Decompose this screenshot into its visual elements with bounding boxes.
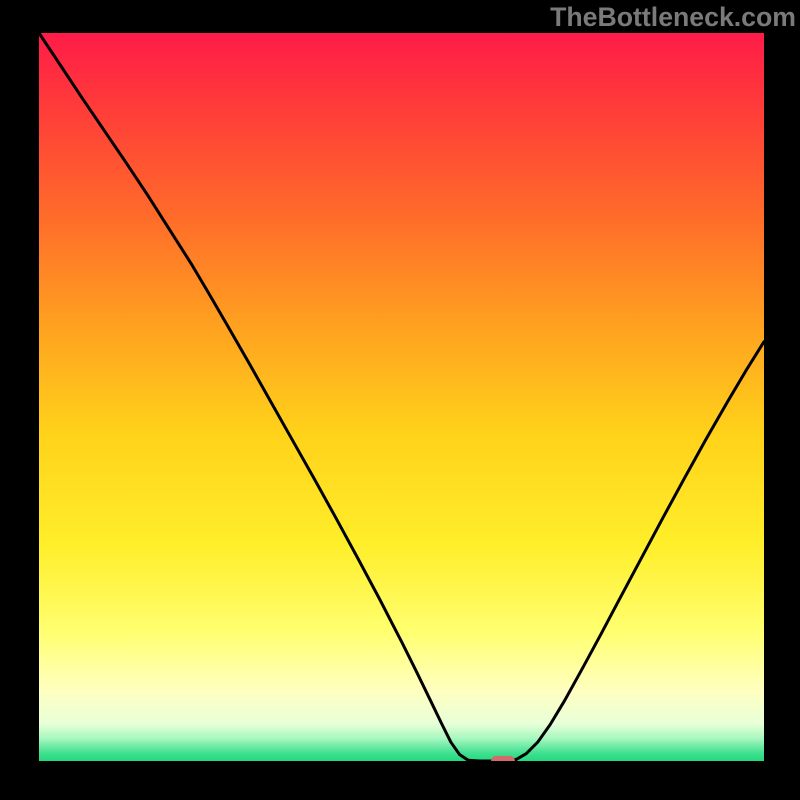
chart-container: TheBottleneck.com — [0, 0, 800, 800]
bottleneck-chart — [36, 30, 767, 764]
plot-background — [36, 30, 767, 764]
watermark-text: TheBottleneck.com — [550, 2, 796, 33]
